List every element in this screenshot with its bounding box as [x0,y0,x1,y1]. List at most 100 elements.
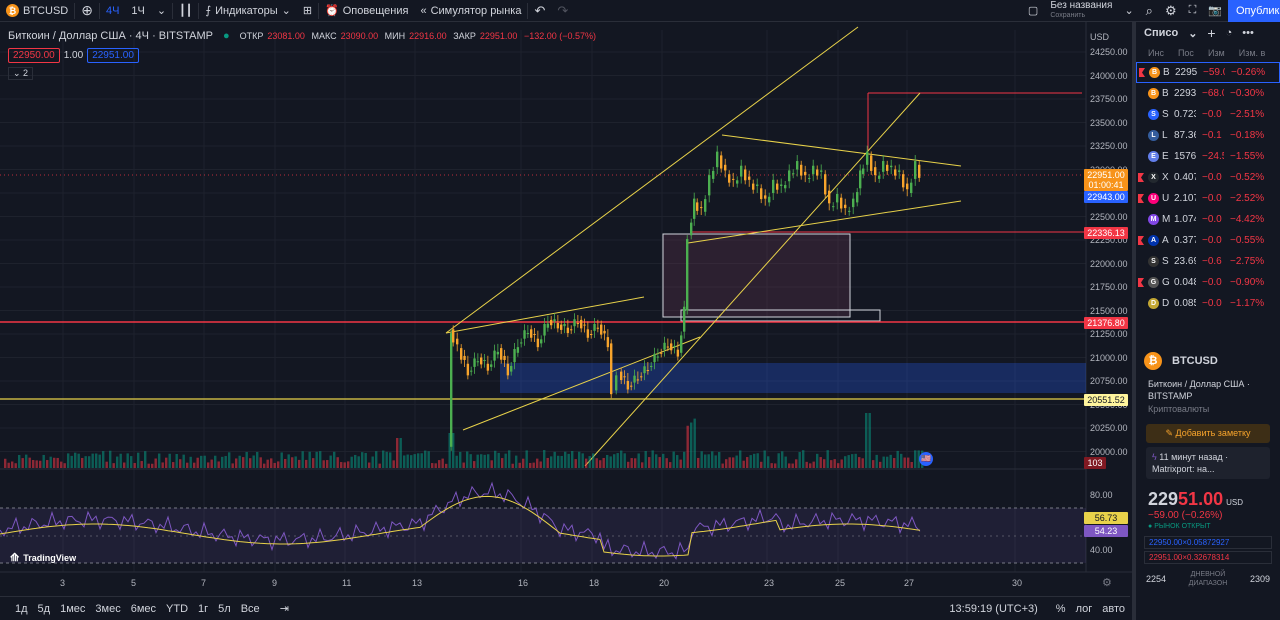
replay-button[interactable]: « Симулятор рынка [414,0,527,22]
auto-toggle[interactable]: авто [1102,602,1125,615]
range-button[interactable]: 5д [37,602,51,615]
bid-box[interactable]: 22950.00 [8,48,60,63]
templates-grid-icon[interactable]: ⊞ [302,5,313,17]
range-button[interactable]: Все [240,602,260,615]
watchlist-row[interactable]: MM 1.074 −0.0 −4.42% [1136,209,1280,230]
col-change-pct[interactable]: Изм. в [1238,48,1266,58]
watchlist-row[interactable]: EE 1576 −24.5 −1.55% [1136,146,1280,167]
interval-dropdown-icon[interactable]: ⌄ [156,5,167,17]
candle-body [800,164,803,176]
us-flag-icon[interactable]: 🇺🇸 [919,452,933,466]
symbol-search-button[interactable]: ₿ BTCUSD [0,0,74,22]
candle-body [866,151,869,165]
chart-type-candles-icon[interactable]: ┃┃ [179,5,193,17]
range-button[interactable]: 6мес [130,602,157,615]
red-flag-icon[interactable] [1138,236,1144,245]
search-icon[interactable]: ⌕ [1145,2,1153,18]
indicators-collapse-button[interactable]: ⌄ 2 [8,67,34,80]
volume-bar [795,459,798,468]
watchlist-row[interactable]: LL 87.36 −0.1 −0.18% [1136,125,1280,146]
red-flag-icon[interactable] [1139,68,1145,77]
volume-bar [399,438,402,468]
red-flag-icon[interactable] [1138,278,1144,287]
volume-bar [676,455,679,468]
ask-box[interactable]: 22951.00 [87,48,139,63]
watchlist-row[interactable]: DD 0.085 −0.0 −1.17% [1136,293,1280,314]
add-note-button[interactable]: ✎ Добавить заметку [1146,424,1270,443]
volume-bar [879,461,882,468]
volume-bar [119,453,122,468]
settings-gear-icon[interactable]: ⚙ [1164,2,1177,18]
range-button[interactable]: 3мес [95,602,121,615]
redo-icon[interactable]: ↷ [557,2,569,18]
indicators-button[interactable]: ⨍ Индикаторы ⌄ [199,0,296,22]
watchlist-row[interactable]: BB 22937 −68.0 −0.30% [1136,83,1280,104]
red-flag-icon[interactable] [1138,173,1144,182]
percent-change: −0.55% [1230,235,1265,246]
clock[interactable]: 13:59:19 (UTC+3) [949,602,1038,615]
watchlist-row[interactable]: BB 22951 −59.0 −0.26% [1136,62,1280,83]
candle-body [663,342,666,350]
volume-bar [865,413,868,468]
volume-bar [28,457,31,468]
compare-add-icon[interactable]: ⊕ [81,2,93,18]
log-toggle[interactable]: лог [1075,602,1093,615]
candle-body [736,180,739,184]
watchlist-row[interactable]: SS 0.723 −0.0 −2.51% [1136,104,1280,125]
bid-line: 22950.00×0.05872927 [1144,536,1272,549]
volume-bar [263,463,266,468]
volume-bar [644,451,647,468]
more-options-icon[interactable]: ••• [1242,27,1254,39]
volume-bar [833,459,836,468]
watchlist-row[interactable]: AA 0.377 −0.0 −0.55% [1136,230,1280,251]
range-button[interactable]: YTD [166,602,189,615]
price-tick: 21250.00 [1090,329,1128,339]
add-note-label: Добавить заметку [1175,428,1251,438]
watchlist-row[interactable]: GG 0.048 −0.0 −0.90% [1136,272,1280,293]
range-button[interactable]: 1д [15,602,28,615]
volume-bar [67,453,70,468]
col-change[interactable]: Изм [1207,48,1225,58]
interval-1h-button[interactable]: 1Ч [131,4,145,17]
watchlist-row[interactable]: UU 2.107 −0.0 −2.52% [1136,188,1280,209]
chevron-down-icon[interactable]: ⌄ [1188,27,1198,40]
advanced-view-icon[interactable]: ◔ [1225,27,1233,39]
percent-toggle[interactable]: % [1055,602,1066,615]
col-last[interactable]: Пос [1177,48,1194,58]
volume-bar [259,457,262,468]
layout-toggle-icon[interactable]: ▢ [1027,5,1039,17]
range-button[interactable]: 1г [198,602,209,615]
goto-date-icon[interactable]: ⇥ [279,603,289,615]
watchlist-title[interactable]: Списо [1144,27,1179,39]
volume-bar [322,460,325,468]
col-symbol[interactable]: Инс [1148,48,1164,58]
candle-body [732,178,735,180]
add-symbol-icon[interactable]: + [1207,25,1216,41]
price-change: −0.0 [1202,109,1222,120]
volume-bar [364,452,367,468]
watchlist-row[interactable]: XX 0.407 −0.0 −0.52% [1136,167,1280,188]
red-flag-icon[interactable] [1138,194,1144,203]
legend-title[interactable]: Биткоин / Доллар США · 4Ч · BITSTAMP [8,30,213,42]
detail-symbol[interactable]: BTCUSD [1172,355,1218,367]
volume-bar [571,451,574,468]
layout-chevron-icon[interactable]: ⌄ [1124,5,1134,17]
range-button[interactable]: 5л [218,602,231,615]
chart-settings-icon[interactable]: ⚙ [1102,577,1112,589]
fullscreen-icon[interactable]: ⛶ [1188,4,1197,16]
volume-bar [315,451,318,468]
camera-snapshot-icon[interactable]: 📷 [1208,5,1222,17]
undo-icon[interactable]: ↶ [534,2,546,18]
price-chart[interactable] [0,22,1132,596]
alerts-button[interactable]: ⏰ Оповещения [319,0,414,22]
publish-button[interactable]: Опубликовать [1228,0,1280,22]
volume-bar [39,460,42,468]
layout-name-button[interactable]: Без названия Сохранить [1044,0,1118,22]
news-item[interactable]: ϟ 11 минут назад · Matrixport: на... [1146,447,1270,479]
interval-4h-button[interactable]: 4Ч [105,4,120,17]
watchlist-row[interactable]: SS 23.69 −0.6 −2.75% [1136,251,1280,272]
volume-bar [714,455,717,468]
price-change: −0.0 [1202,235,1222,246]
range-button[interactable]: 1мес [60,602,86,615]
volume-bar [413,454,416,468]
